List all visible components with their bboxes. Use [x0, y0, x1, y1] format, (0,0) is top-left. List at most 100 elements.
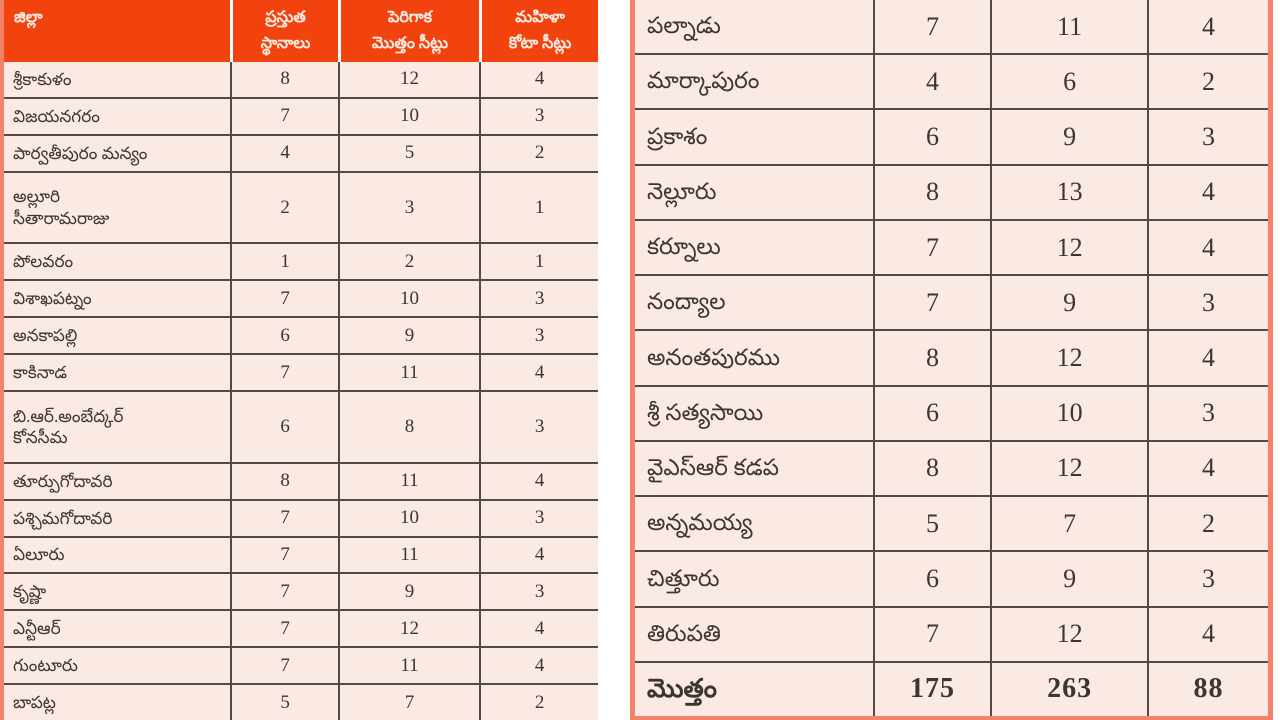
table-row: పశ్చిమగోదావరి 7 10 3 — [4, 500, 598, 538]
current-seats-cell: 7 — [230, 611, 338, 647]
women-quota-seats-cell: 2 — [1147, 55, 1268, 109]
table-row: అల్లూరి సీతారామరాజు 2 3 1 — [4, 172, 598, 245]
women-quota-seats-cell: 3 — [479, 392, 598, 462]
women-quota-seats-cell: 4 — [479, 537, 598, 573]
women-quota-seats-cell: 4 — [1147, 441, 1268, 496]
women-quota-seats-cell: 3 — [1147, 552, 1268, 606]
current-seats-cell: 7 — [230, 281, 338, 317]
header-women-quota: మహిళా కోటా సీట్లు — [479, 0, 598, 62]
current-seats-cell: 7 — [873, 276, 990, 330]
table-row: విశాఖపట్నం 7 10 3 — [4, 281, 598, 319]
women-quota-seats-cell: 3 — [479, 98, 598, 134]
table-row: అనంతపురము 8 12 4 — [635, 331, 1268, 387]
current-seats-cell: 6 — [873, 552, 990, 606]
header-current-seats: ప్రస్తుత స్థానాలు — [230, 0, 338, 62]
current-seats-cell: 6 — [873, 386, 990, 440]
district-name-cell: ప్రకాశం — [647, 123, 708, 149]
women-quota-seats-cell: 2 — [479, 685, 598, 720]
district-name-cell: పశ్చిమగోదావరి — [13, 508, 113, 528]
table-row: శ్రీ సత్యసాయి 6 10 3 — [635, 386, 1268, 442]
districts-table-left: జిల్లా ప్రస్తుత స్థానాలు పెరిగాక మొత్తం … — [0, 0, 598, 720]
table-row: పల్నాడు 7 11 4 — [635, 0, 1268, 56]
total-seats-cell: 12 — [990, 607, 1147, 661]
district-name-cell: కృష్ణా — [13, 582, 47, 602]
district-name-cell: పల్నాడు — [647, 13, 721, 39]
current-seats-cell: 7 — [230, 574, 338, 610]
header-district: జిల్లా — [4, 0, 230, 62]
current-seats-cell: 8 — [873, 441, 990, 496]
current-seats-cell: 175 — [873, 662, 990, 717]
current-seats-cell: 8 — [873, 331, 990, 385]
table-row: నెల్లూరు 8 13 4 — [635, 165, 1268, 221]
table-row: చిత్తూరు 6 9 3 — [635, 552, 1268, 608]
district-name-cell: శ్రీ సత్యసాయి — [647, 399, 764, 425]
women-quota-seats-cell: 1 — [479, 172, 598, 243]
table-row: కృష్ణా 7 9 3 — [4, 574, 598, 612]
total-seats-cell: 11 — [990, 0, 1147, 54]
current-seats-cell: 6 — [230, 318, 338, 354]
table-row: గుంటూరు 7 11 4 — [4, 648, 598, 686]
total-seats-cell: 2 — [337, 244, 479, 280]
women-quota-seats-cell: 3 — [1147, 110, 1268, 164]
table-row: పోలవరం 1 2 1 — [4, 244, 598, 282]
current-seats-cell: 6 — [873, 110, 990, 164]
district-name-cell: అనంతపురము — [647, 344, 780, 370]
total-seats-cell: 5 — [337, 135, 479, 171]
district-name-cell: నెల్లూరు — [647, 178, 717, 204]
current-seats-cell: 1 — [230, 244, 338, 280]
women-quota-seats-cell: 1 — [479, 244, 598, 280]
women-quota-seats-cell: 4 — [479, 648, 598, 684]
table-row: అనకాపల్లి 6 9 3 — [4, 318, 598, 356]
current-seats-cell: 6 — [230, 392, 338, 462]
women-quota-seats-cell: 4 — [479, 355, 598, 391]
current-seats-cell: 7 — [873, 607, 990, 661]
table-row: నంద్యాల 7 9 3 — [635, 276, 1268, 332]
header-current-line1: ప్రస్తుత — [265, 9, 306, 26]
current-seats-cell: 5 — [230, 685, 338, 720]
current-seats-cell: 7 — [230, 648, 338, 684]
total-seats-cell: 7 — [990, 497, 1147, 551]
total-seats-cell: 11 — [337, 355, 479, 391]
district-name-cell: బాపట్ల — [13, 692, 56, 712]
current-seats-cell: 5 — [873, 497, 990, 551]
district-name-cell: శ్రీకాకుళం — [13, 69, 72, 89]
current-seats-cell: 7 — [230, 98, 338, 134]
district-name-cell: కాకినాడ — [13, 362, 67, 382]
total-seats-cell: 9 — [337, 318, 479, 354]
total-seats-cell: 8 — [337, 392, 479, 462]
total-seats-cell: 12 — [337, 611, 479, 647]
total-seats-cell: 13 — [990, 165, 1147, 219]
total-seats-cell: 12 — [990, 441, 1147, 496]
district-name-cell: ఏలూరు — [13, 545, 65, 565]
table-row: బాపట్ల 5 7 2 — [4, 685, 598, 720]
district-name-cell: బి.ఆర్.అంబేద్కర్ కోనసీమ — [13, 406, 124, 447]
header-district-line1: జిల్లా — [14, 9, 43, 26]
header-total-line2: మొత్తం సీట్లు — [371, 34, 449, 52]
women-quota-seats-cell: 4 — [1147, 331, 1268, 385]
header-current-line2: స్థానాలు — [260, 34, 311, 52]
current-seats-cell: 8 — [230, 62, 338, 97]
district-name-cell: అనకాపల్లి — [13, 326, 78, 346]
table-row: అన్నమయ్య 5 7 2 — [635, 497, 1268, 553]
current-seats-cell: 4 — [230, 135, 338, 171]
district-name-cell: ఎన్టీఆర్ — [13, 619, 61, 639]
current-seats-cell: 7 — [873, 0, 990, 54]
total-seats-cell: 12 — [337, 62, 479, 97]
total-seats-cell: 10 — [337, 500, 479, 536]
current-seats-cell: 7 — [230, 355, 338, 391]
women-quota-seats-cell: 88 — [1147, 662, 1268, 717]
total-label-cell: మొత్తం — [647, 674, 717, 704]
women-quota-seats-cell: 3 — [479, 500, 598, 536]
women-quota-seats-cell: 4 — [1147, 165, 1268, 219]
district-name-cell: అల్లూరి సీతారామరాజు — [13, 187, 110, 228]
district-name-cell: తూర్పుగోదావరి — [13, 471, 113, 491]
district-name-cell: పార్వతీపురం మన్యం — [13, 143, 148, 163]
district-name-cell: వైఎస్ఆర్ కడప — [647, 455, 779, 481]
header-total-after-increase: పెరిగాక మొత్తం సీట్లు — [337, 0, 479, 62]
current-seats-cell: 7 — [230, 500, 338, 536]
total-seats-cell: 10 — [337, 98, 479, 134]
total-seats-cell: 9 — [990, 552, 1147, 606]
districts-table-right: పల్నాడు 7 11 4 మార్కాపురం 4 6 2 ప్రకాశం 6 9 3 నెల్లూ… — [630, 0, 1273, 720]
district-name-cell: గుంటూరు — [13, 656, 78, 676]
